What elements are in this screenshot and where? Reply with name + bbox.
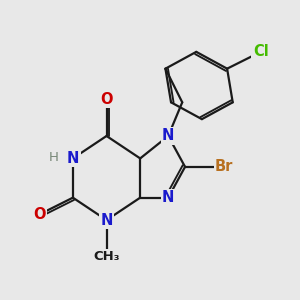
Text: H: H <box>48 151 58 164</box>
Text: N: N <box>100 213 113 228</box>
Text: N: N <box>162 128 174 143</box>
Text: N: N <box>162 190 174 205</box>
Text: N: N <box>67 151 79 166</box>
Text: O: O <box>33 207 46 222</box>
Text: Br: Br <box>215 159 233 174</box>
Text: CH₃: CH₃ <box>93 250 120 263</box>
Text: O: O <box>100 92 113 107</box>
Text: Cl: Cl <box>253 44 268 59</box>
